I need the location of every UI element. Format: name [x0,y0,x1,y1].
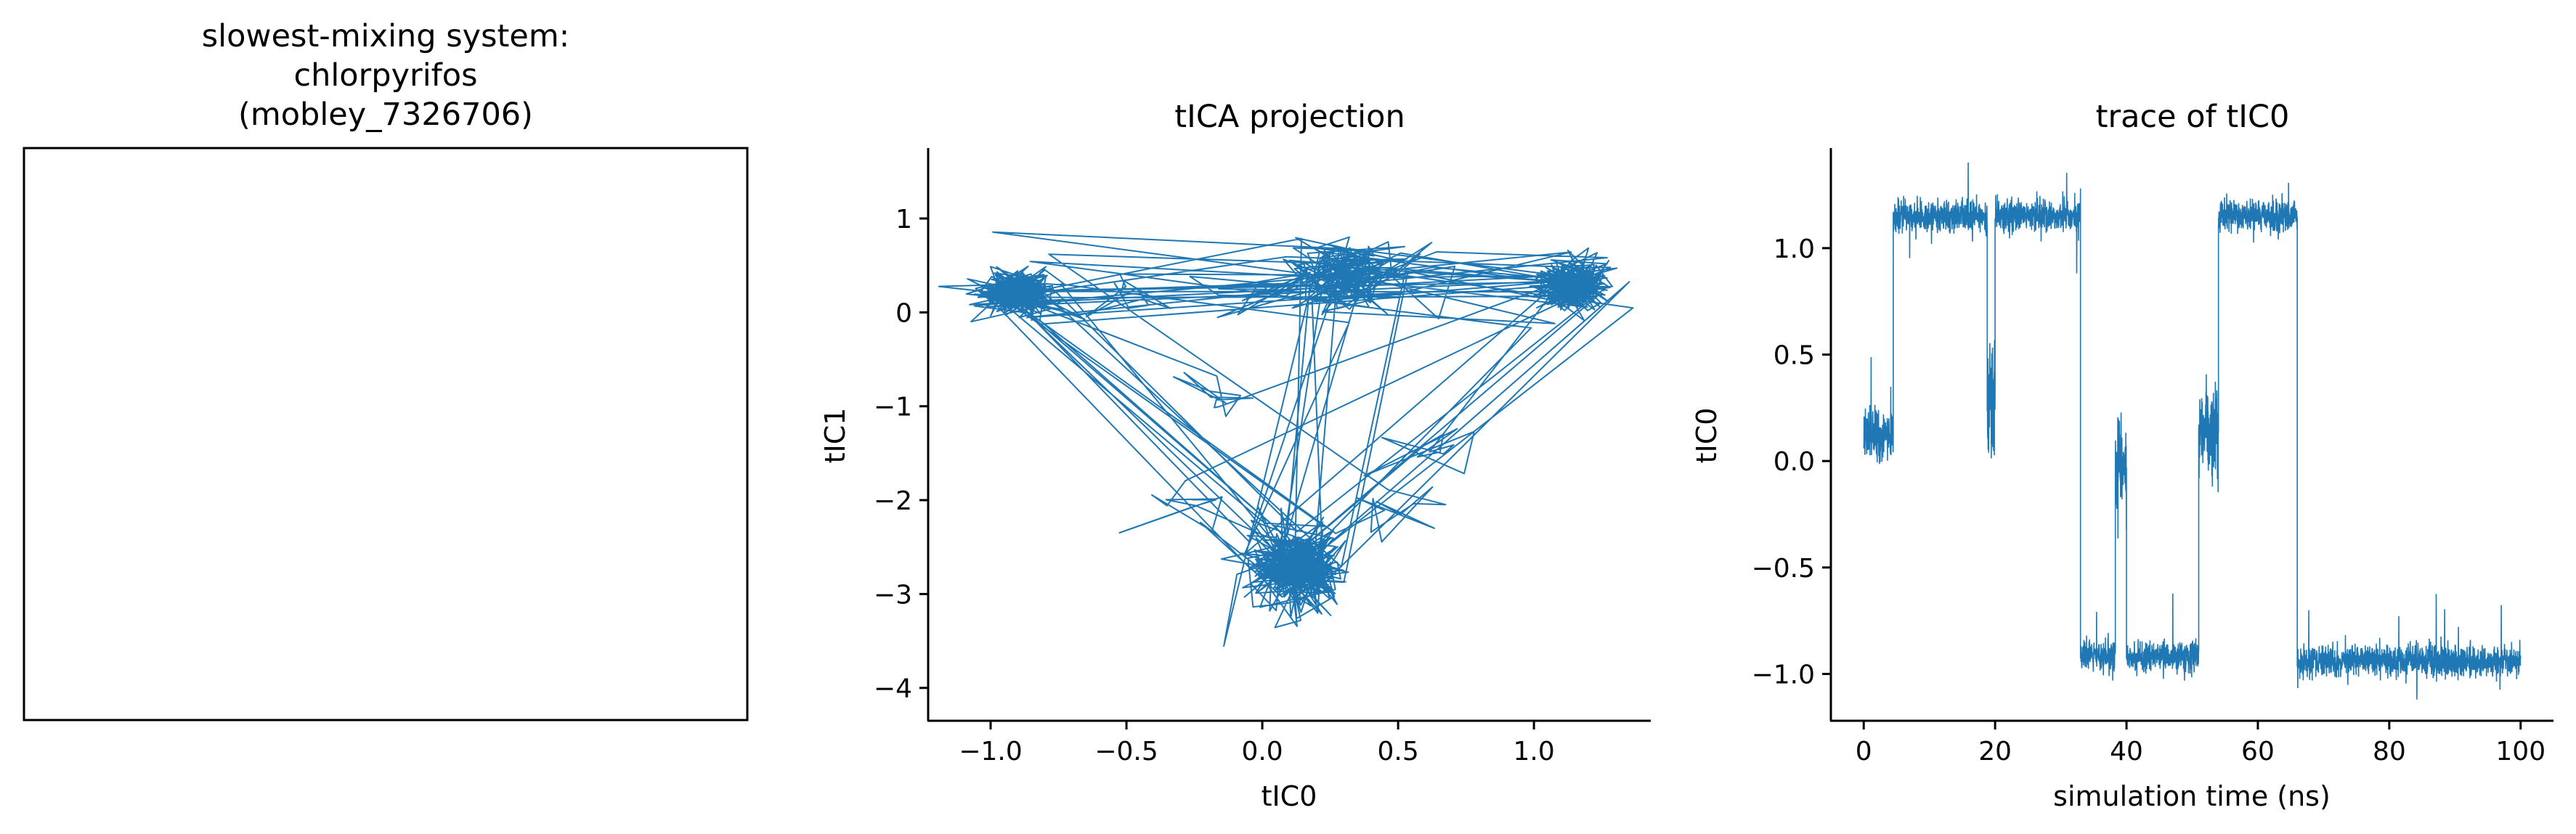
tica-y-tick-label: −2 [874,486,912,516]
trace-y-ticks: 1.0 0.5 0.0 −0.5 −1.0 [1752,234,1831,690]
trace-y-tick-label: −1.0 [1752,660,1815,690]
trace-y-tick-label: 1.0 [1773,234,1815,264]
trace-plot-area [1863,162,2522,700]
trace-x-label: simulation time (ns) [2053,780,2331,812]
trace-y-tick-label: 0.5 [1773,341,1815,371]
tica-y-ticks: 1 0 −1 −2 −3 −4 [874,205,928,704]
trace-y-label: tIC0 [1691,408,1723,464]
structure-title-line-2: chlorpyrifos [293,57,477,94]
tica-series-line [938,231,1634,647]
trace-x-tick-label: 40 [2110,737,2143,766]
tica-y-tick-label: 0 [895,298,912,328]
tica-y-tick-label: −3 [874,580,912,610]
tica-x-tick-label: 1.0 [1513,737,1555,766]
trace-title: trace of tIC0 [2096,99,2290,135]
tica-x-tick-label: 0.5 [1377,737,1418,766]
trace-x-tick-label: 0 [1856,737,1872,766]
panel-structure: slowest-mixing system: chlorpyrifos (mob… [23,18,749,721]
tica-x-tick-label: 0.0 [1241,737,1283,766]
trace-x-tick-label: 60 [2241,737,2275,766]
trace-x-tick-label: 100 [2495,737,2545,766]
tica-x-tick-label: −0.5 [1094,737,1158,766]
tica-title: tICA projection [1174,99,1405,135]
tica-y-tick-label: −1 [874,393,912,422]
tica-y-tick-label: −4 [874,674,912,704]
tica-y-tick-label: 1 [895,205,912,234]
trace-y-tick-label: −0.5 [1752,554,1815,584]
tica-x-label: tIC0 [1261,780,1317,812]
tica-plot-area [938,231,1634,647]
structure-title-line-1: slowest-mixing system: [202,18,569,54]
trace-series-line [1863,162,2522,700]
trace-x-ticks: 0 20 40 60 80 100 [1856,721,2545,766]
tica-x-tick-label: −1.0 [959,737,1022,766]
trace-x-tick-label: 80 [2373,737,2406,766]
trace-y-tick-label: 0.0 [1773,447,1815,477]
structure-frame [23,147,749,721]
structure-title-line-3: (mobley_7326706) [238,97,533,133]
tica-y-label: tIC1 [819,408,851,464]
tica-x-ticks: −1.0 −0.5 0.0 0.5 1.0 [959,721,1555,766]
panel-trace: trace of tIC0 0 20 40 60 80 100 1.0 0.5 0.0 −0.5… [1691,99,2553,812]
panel-tica-projection: tICA projection −1.0 −0.5 0.0 0.5 1.0 1 0 −1 −2… [819,99,1651,812]
trace-x-tick-label: 20 [1978,737,2012,766]
